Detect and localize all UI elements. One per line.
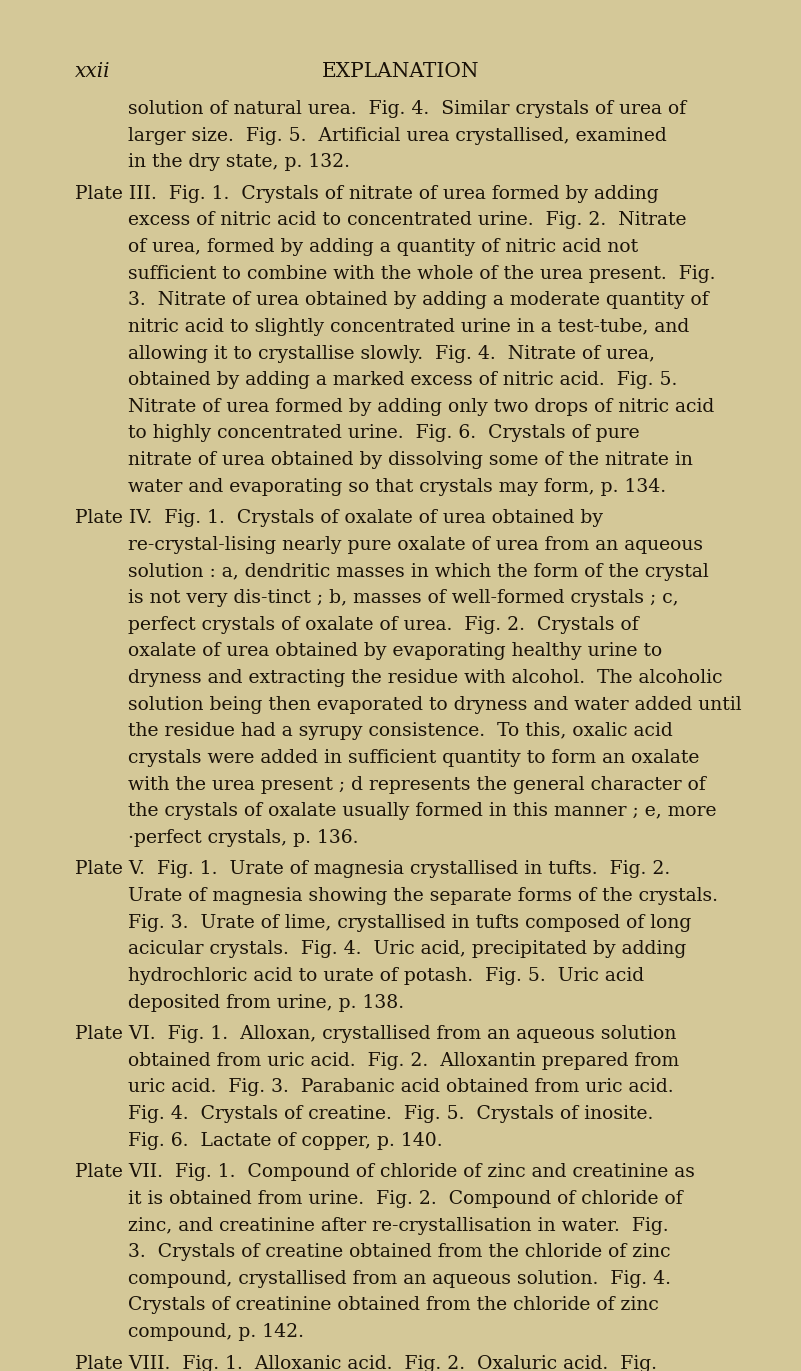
Text: xxii: xxii [75, 62, 111, 81]
Text: Plate IV.  Fig. 1.  Crystals of oxalate of urea obtained by: Plate IV. Fig. 1. Crystals of oxalate of… [75, 510, 603, 528]
Text: obtained from uric acid.  Fig. 2.  Alloxantin prepared from: obtained from uric acid. Fig. 2. Alloxan… [128, 1052, 679, 1069]
Text: Fig. 3.  Urate of lime, crystallised in tufts composed of long: Fig. 3. Urate of lime, crystallised in t… [128, 913, 691, 932]
Text: Nitrate of urea formed by adding only two drops of nitric acid: Nitrate of urea formed by adding only tw… [128, 398, 714, 415]
Text: Plate VIII.  Fig. 1.  Alloxanic acid.  Fig. 2.  Oxaluric acid.  Fig.: Plate VIII. Fig. 1. Alloxanic acid. Fig.… [75, 1355, 657, 1371]
Text: water and evaporating so that crystals may form, p. 134.: water and evaporating so that crystals m… [128, 477, 666, 496]
Text: perfect crystals of oxalate of urea.  Fig. 2.  Crystals of: perfect crystals of oxalate of urea. Fig… [128, 616, 638, 633]
Text: ·perfect crystals, p. 136.: ·perfect crystals, p. 136. [128, 829, 359, 847]
Text: the crystals of oxalate usually formed in this manner ; e, more: the crystals of oxalate usually formed i… [128, 802, 717, 820]
Text: solution being then evaporated to dryness and water added until: solution being then evaporated to drynes… [128, 695, 742, 714]
Text: crystals were added in sufficient quantity to form an oxalate: crystals were added in sufficient quanti… [128, 749, 699, 766]
Text: Fig. 6.  Lactate of copper, p. 140.: Fig. 6. Lactate of copper, p. 140. [128, 1131, 443, 1150]
Text: with the urea present ; d represents the general character of: with the urea present ; d represents the… [128, 776, 706, 794]
Text: nitrate of urea obtained by dissolving some of the nitrate in: nitrate of urea obtained by dissolving s… [128, 451, 693, 469]
Text: obtained by adding a marked excess of nitric acid.  Fig. 5.: obtained by adding a marked excess of ni… [128, 372, 683, 389]
Text: Urate of magnesia showing the separate forms of the crystals.: Urate of magnesia showing the separate f… [128, 887, 724, 905]
Text: the residue had a syrupy consistence.  To this, oxalic acid: the residue had a syrupy consistence. To… [128, 723, 673, 740]
Text: hydrochloric acid to urate of potash.  Fig. 5.  Uric acid: hydrochloric acid to urate of potash. Fi… [128, 967, 644, 984]
Text: sufficient to combine with the whole of the urea present.  Fig.: sufficient to combine with the whole of … [128, 265, 715, 282]
Text: excess of nitric acid to concentrated urine.  Fig. 2.  Nitrate: excess of nitric acid to concentrated ur… [128, 211, 686, 229]
Text: solution of natural urea.  Fig. 4.  Similar crystals of urea of: solution of natural urea. Fig. 4. Simila… [128, 100, 686, 118]
Text: zinc, and creatinine after re-crystallisation in water.  Fig.: zinc, and creatinine after re-crystallis… [128, 1216, 669, 1235]
Text: Plate III.  Fig. 1.  Crystals of nitrate of urea formed by adding: Plate III. Fig. 1. Crystals of nitrate o… [75, 185, 658, 203]
Text: Fig. 4.  Crystals of creatine.  Fig. 5.  Crystals of inosite.: Fig. 4. Crystals of creatine. Fig. 5. Cr… [128, 1105, 659, 1123]
Text: Plate VII.  Fig. 1.  Compound of chloride of zinc and creatinine as: Plate VII. Fig. 1. Compound of chloride … [75, 1164, 695, 1182]
Text: compound, crystallised from an aqueous solution.  Fig. 4.: compound, crystallised from an aqueous s… [128, 1270, 677, 1287]
Text: Plate VI.  Fig. 1.  Alloxan, crystallised from an aqueous solution: Plate VI. Fig. 1. Alloxan, crystallised … [75, 1026, 676, 1043]
Text: solution : a, dendritic masses in which the form of the crystal: solution : a, dendritic masses in which … [128, 562, 709, 581]
Text: Plate V.  Fig. 1.  Urate of magnesia crystallised in tufts.  Fig. 2.: Plate V. Fig. 1. Urate of magnesia cryst… [75, 861, 676, 879]
Text: larger size.  Fig. 5.  Artificial urea crystallised, examined: larger size. Fig. 5. Artificial urea cry… [128, 126, 666, 144]
Text: it is obtained from urine.  Fig. 2.  Compound of chloride of: it is obtained from urine. Fig. 2. Compo… [128, 1190, 682, 1208]
Text: dryness and extracting the residue with alcohol.  The alcoholic: dryness and extracting the residue with … [128, 669, 723, 687]
Text: of urea, formed by adding a quantity of nitric acid not: of urea, formed by adding a quantity of … [128, 239, 638, 256]
Text: oxalate of urea obtained by evaporating healthy urine to: oxalate of urea obtained by evaporating … [128, 643, 662, 661]
Text: nitric acid to slightly concentrated urine in a test-tube, and: nitric acid to slightly concentrated uri… [128, 318, 689, 336]
Text: deposited from urine, p. 138.: deposited from urine, p. 138. [128, 994, 405, 1012]
Text: EXPLANATION: EXPLANATION [322, 62, 479, 81]
Text: is not very dis-tinct ; b, masses of well-formed crystals ; c,: is not very dis-tinct ; b, masses of wel… [128, 590, 678, 607]
Text: compound, p. 142.: compound, p. 142. [128, 1323, 304, 1341]
Text: uric acid.  Fig. 3.  Parabanic acid obtained from uric acid.: uric acid. Fig. 3. Parabanic acid obtain… [128, 1079, 679, 1097]
Text: Crystals of creatinine obtained from the chloride of zinc: Crystals of creatinine obtained from the… [128, 1297, 658, 1315]
Text: re-crystal-lising nearly pure oxalate of urea from an aqueous: re-crystal-lising nearly pure oxalate of… [128, 536, 703, 554]
Text: to highly concentrated urine.  Fig. 6.  Crystals of pure: to highly concentrated urine. Fig. 6. Cr… [128, 425, 640, 443]
Text: 3.  Nitrate of urea obtained by adding a moderate quantity of: 3. Nitrate of urea obtained by adding a … [128, 292, 709, 310]
Text: acicular crystals.  Fig. 4.  Uric acid, precipitated by adding: acicular crystals. Fig. 4. Uric acid, pr… [128, 941, 686, 958]
Text: 3.  Crystals of creatine obtained from the chloride of zinc: 3. Crystals of creatine obtained from th… [128, 1243, 670, 1261]
Text: in the dry state, p. 132.: in the dry state, p. 132. [128, 154, 350, 171]
Text: allowing it to crystallise slowly.  Fig. 4.  Nitrate of urea,: allowing it to crystallise slowly. Fig. … [128, 344, 655, 362]
